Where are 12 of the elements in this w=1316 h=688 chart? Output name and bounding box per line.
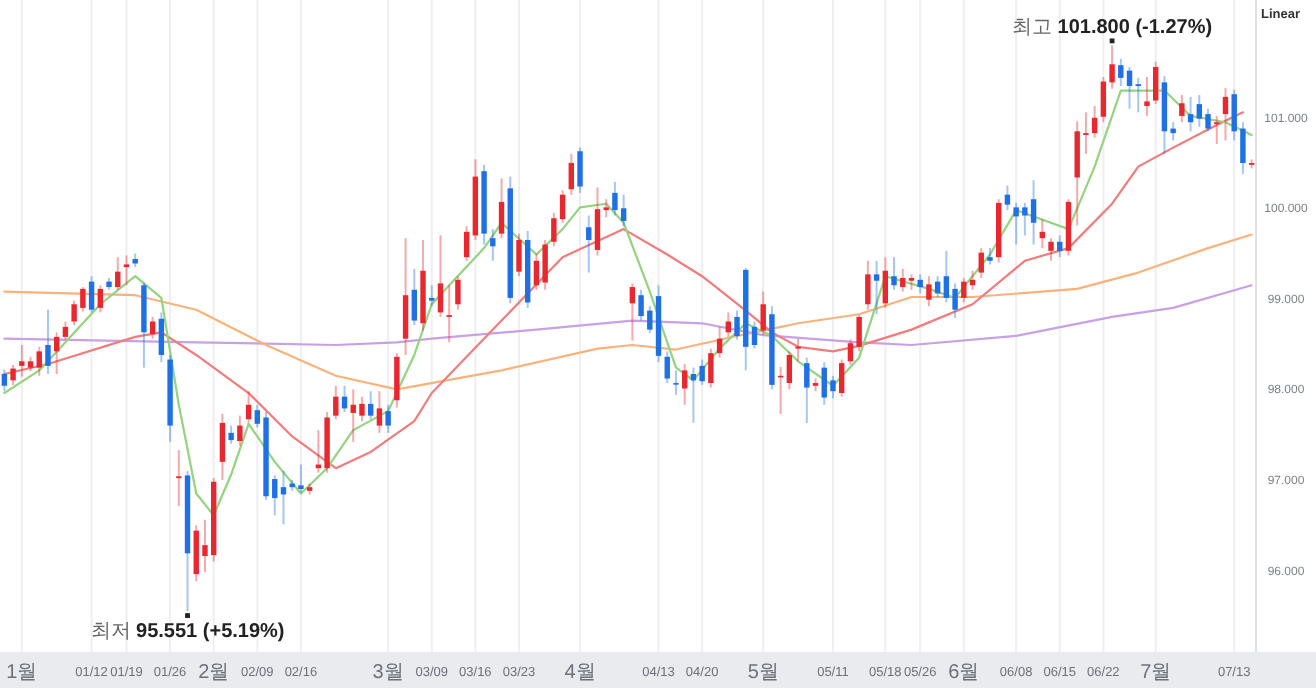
annotation: 최저 95.551 (+5.19%)	[90, 621, 285, 644]
x-tick-label: 6월	[948, 662, 980, 684]
x-tick-label: 7월	[1140, 662, 1172, 684]
annotation: 최고 101.800 (-1.27%)	[1012, 17, 1213, 40]
x-tick-label: 5월	[747, 662, 779, 684]
x-tick-label: 2월	[198, 662, 230, 684]
x-tick-label: 3월	[372, 662, 404, 684]
line-series	[3, 284, 1253, 347]
x-tick-label: 1월	[6, 662, 38, 684]
line-series	[3, 89, 1253, 517]
line-series	[3, 111, 1245, 470]
x-tick-label: 4월	[564, 662, 596, 684]
